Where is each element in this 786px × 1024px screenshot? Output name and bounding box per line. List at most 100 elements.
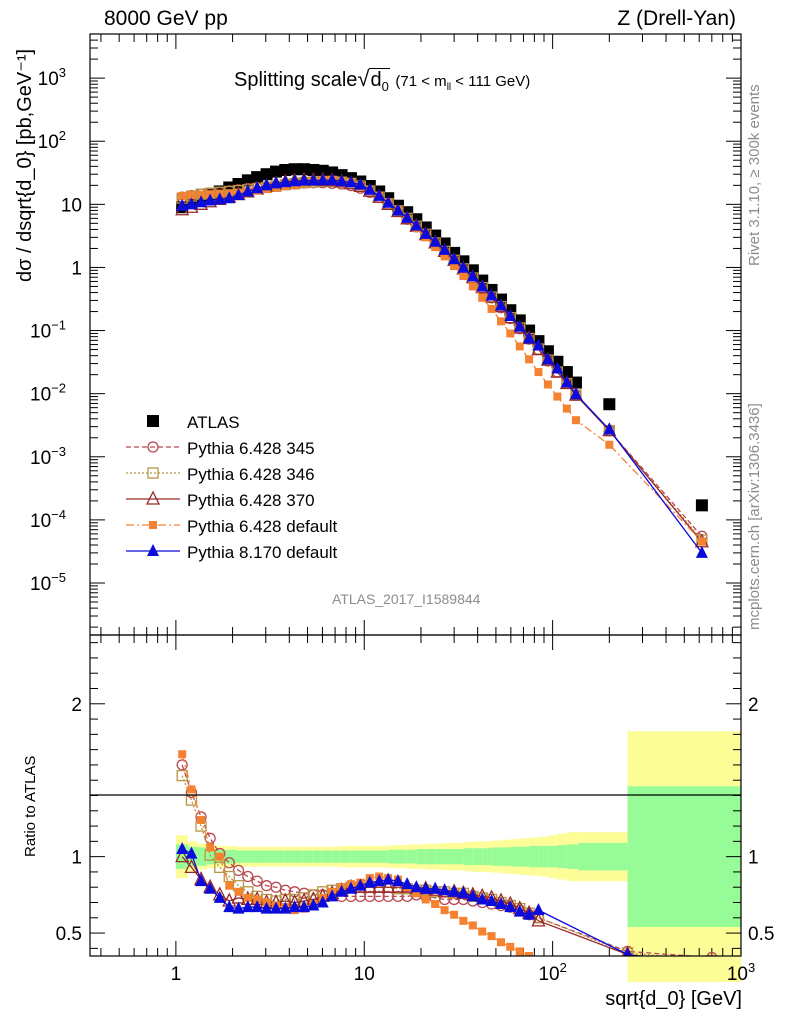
data-point <box>457 260 470 273</box>
x-axis-label: sqrt{d_0} [GeV] <box>605 988 742 1010</box>
data-point <box>543 380 552 389</box>
ratio-point <box>223 900 236 913</box>
band-inner <box>312 850 322 863</box>
legend-entry: Pythia 6.428 default <box>126 517 338 536</box>
ratio-point <box>372 878 387 893</box>
ratio-point <box>532 903 545 916</box>
data-point <box>438 242 451 255</box>
ratio-series-p8def <box>176 842 641 956</box>
data-point <box>485 288 498 301</box>
data-point <box>560 375 573 388</box>
band-inner <box>236 850 247 863</box>
band-inner <box>255 850 265 863</box>
band-inner <box>283 850 294 863</box>
data-point <box>335 174 348 187</box>
ratio-point <box>466 889 479 902</box>
series-line <box>182 179 703 543</box>
data-point <box>562 404 571 413</box>
ratio-point <box>373 890 385 903</box>
data-point <box>344 175 357 188</box>
ratio-point <box>412 889 421 898</box>
ratio-point <box>496 938 505 947</box>
series-p346 <box>176 175 708 546</box>
ratio-point <box>363 875 376 888</box>
data-point <box>316 173 329 186</box>
ratio-point <box>494 897 507 910</box>
ratio-point <box>184 858 199 873</box>
data-point <box>515 342 524 351</box>
band-inner <box>463 848 473 866</box>
band-inner <box>406 849 417 864</box>
ratio-point <box>531 912 546 927</box>
band-inner <box>529 845 539 868</box>
data-point <box>551 361 564 374</box>
ratio-point <box>523 907 536 920</box>
ratio-point <box>515 947 524 956</box>
data-point <box>525 355 534 364</box>
data-point <box>541 352 554 365</box>
legend-marker <box>147 544 159 556</box>
data-point <box>401 210 414 223</box>
x-tick-label: 103 <box>727 960 755 985</box>
ratio-point <box>478 927 487 936</box>
data-point <box>448 252 461 265</box>
y-tick-label: 102 <box>38 128 66 153</box>
ratio-y-tick-label-right: 2 <box>748 695 759 716</box>
ratio-point <box>468 921 477 930</box>
data-point <box>569 376 582 389</box>
band-inner <box>491 847 502 866</box>
band-inner <box>578 842 628 871</box>
title-sub: (71 < mll < 111 GeV) <box>395 73 531 93</box>
data-point <box>288 163 301 176</box>
data-point <box>373 188 386 201</box>
data-point <box>466 269 479 282</box>
ratio-point <box>195 874 208 887</box>
legend-label: ATLAS <box>187 413 240 432</box>
band-inner <box>548 845 558 868</box>
data-point <box>560 366 573 379</box>
x-tick-label: 102 <box>538 960 566 985</box>
ratio-point <box>213 890 226 903</box>
data-point <box>697 537 706 546</box>
band-inner <box>501 847 511 866</box>
band-inner <box>519 846 530 867</box>
data-point <box>459 272 468 281</box>
band-inner <box>538 845 549 868</box>
band-inner <box>206 849 217 865</box>
legend-entry: Pythia 6.428 346 <box>126 465 315 484</box>
data-point <box>176 198 189 211</box>
ratio-point <box>288 900 301 913</box>
legend: ATLAS Pythia 6.428 345 Pythia 6.428 346 Pyt… <box>126 413 338 562</box>
data-point <box>270 165 283 178</box>
legend-marker <box>147 441 159 453</box>
band-inner <box>227 849 237 864</box>
ratio-point <box>513 904 526 917</box>
ratio-point <box>431 900 440 909</box>
data-point <box>476 279 489 292</box>
ratio-point <box>448 884 461 897</box>
band-inner <box>340 850 351 863</box>
data-point <box>603 422 616 435</box>
data-point <box>241 174 254 187</box>
ratio-point <box>476 892 489 905</box>
ratio-point <box>421 895 430 904</box>
ratio-y-tick-label: 0.5 <box>56 924 82 945</box>
data-point <box>569 387 582 400</box>
band-inner <box>397 849 407 864</box>
ratio-point <box>215 852 224 861</box>
ratio-point <box>214 861 226 873</box>
band-inner <box>627 786 741 927</box>
data-point <box>260 168 273 181</box>
band-inner <box>566 844 579 869</box>
ratio-point <box>335 884 348 897</box>
ratio-point <box>232 901 245 914</box>
y-tick-label: 10−4 <box>30 507 66 532</box>
ratio-point <box>354 878 367 891</box>
series-line <box>182 180 703 541</box>
data-point <box>534 368 543 377</box>
ratio-point <box>279 901 292 914</box>
ratio-point <box>241 900 254 913</box>
y-tick-label: 10−3 <box>30 444 66 469</box>
title-main: Splitting scale <box>234 69 358 91</box>
ratio-point <box>450 910 459 919</box>
